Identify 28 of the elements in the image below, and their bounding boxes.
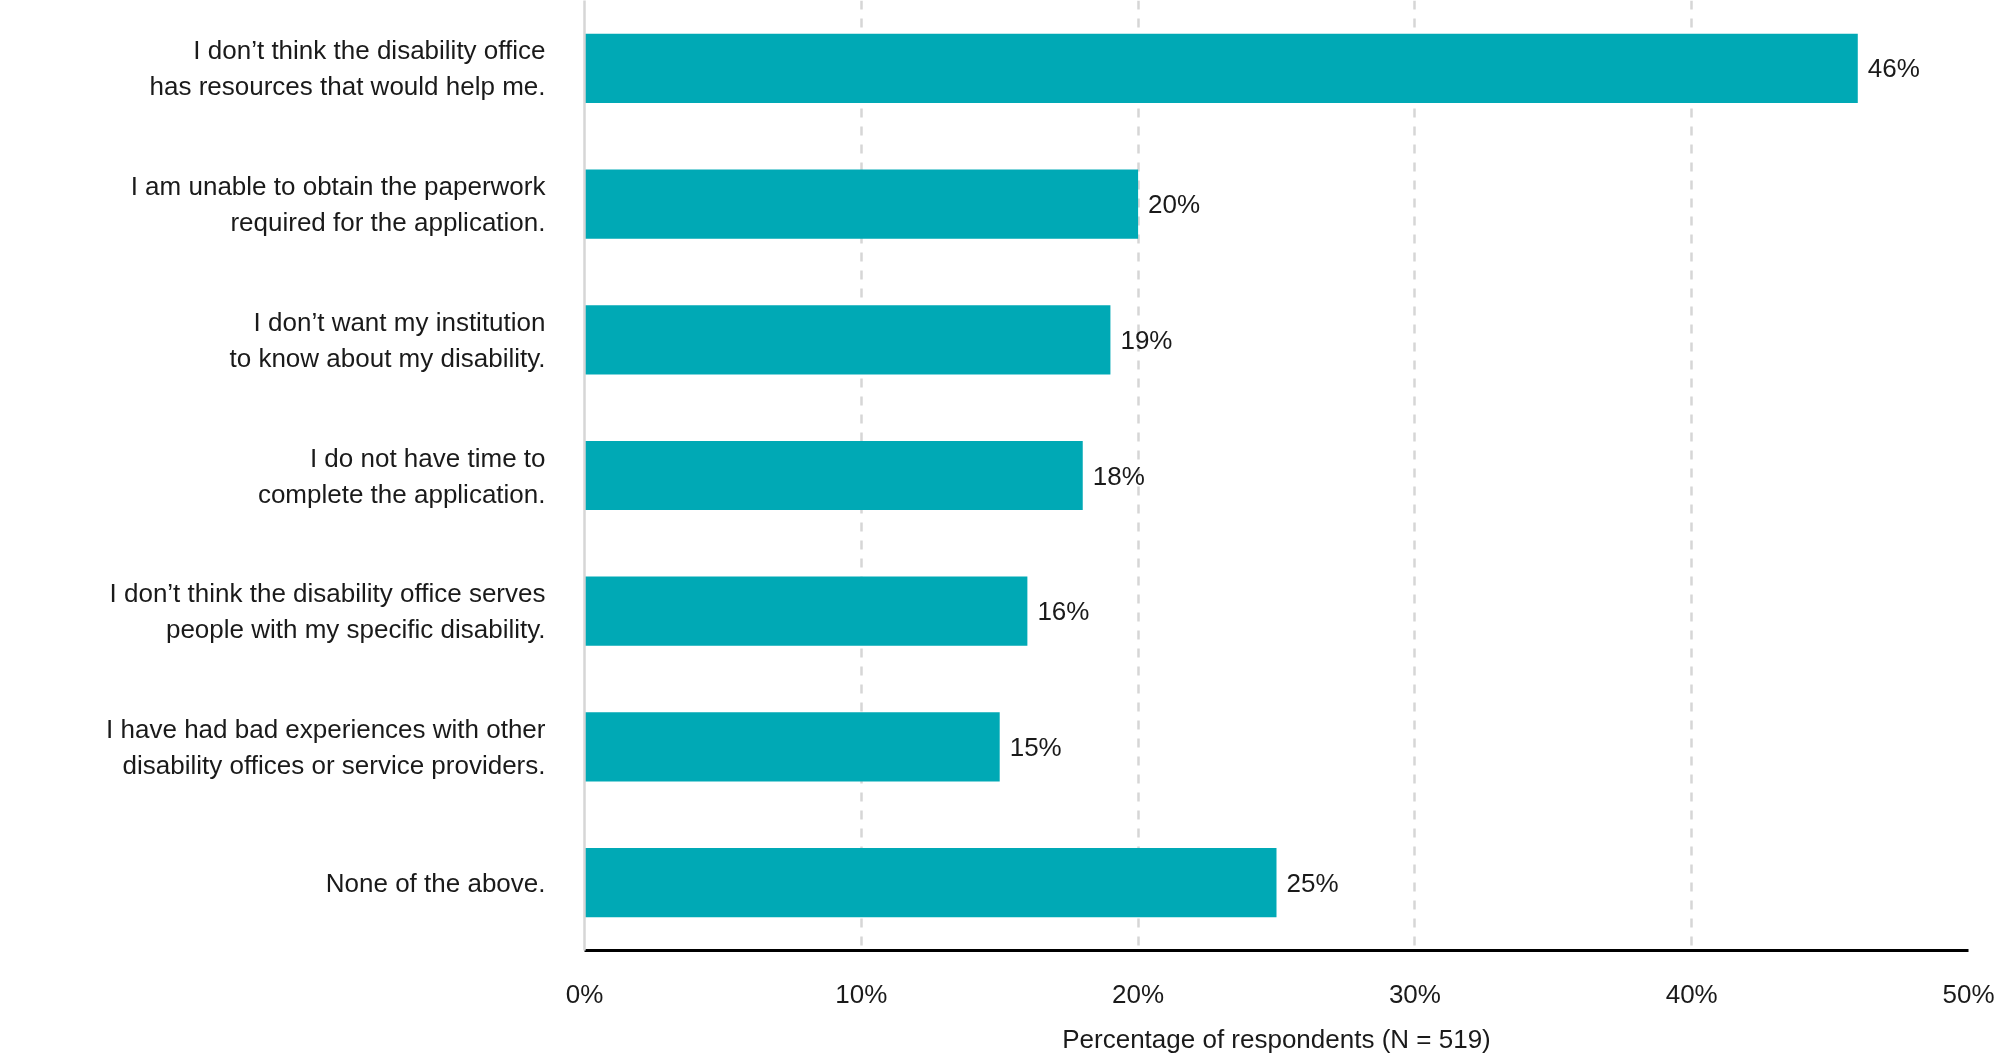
bar [584,712,1000,782]
y-tick-label: I have had bad experiences with other disability offices or service providers. [106,713,546,780]
x-tick-label: 10% [835,978,888,1009]
data-label: 18% [1092,460,1145,491]
bar [584,848,1277,918]
bar [584,576,1028,646]
y-tick-label: I don’t think the disability office serves people with my specific disability. [109,578,546,645]
y-tick-label: I don’t want my institution to know about my disability. [229,306,546,373]
bar [584,33,1858,103]
data-label: 19% [1120,324,1173,355]
data-label: 25% [1286,867,1339,898]
data-label: 46% [1867,53,1920,84]
data-label: 16% [1037,596,1090,627]
y-tick-label: None of the above. [325,867,546,898]
bar [584,305,1111,375]
x-tick-label: 20% [1112,978,1165,1009]
data-label: 20% [1148,189,1201,220]
x-tick-label: 40% [1665,978,1718,1009]
x-axis-title: Percentage of respondents (N = 519) [1062,1023,1491,1054]
bar [584,440,1083,511]
x-tick-label: 0% [565,978,604,1009]
bar [584,169,1139,239]
x-tick-label: 30% [1388,978,1441,1009]
data-label: 15% [1009,731,1062,762]
y-tick-label: I don’t think the disability office has resources that would help me. [149,35,546,102]
y-tick-label: I do not have time to complete the application. [257,442,546,509]
y-tick-label: I am unable to obtain the paperwork required for the application. [130,171,547,238]
x-tick-label: 50% [1942,978,1995,1009]
